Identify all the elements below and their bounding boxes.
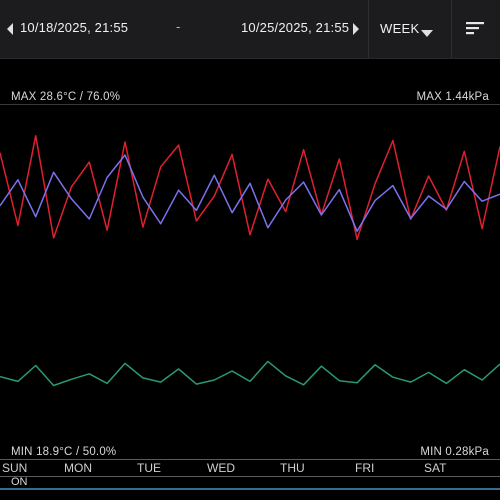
day-label: MON (64, 461, 92, 475)
chevron-left-icon[interactable] (4, 20, 16, 38)
range-separator: - (176, 19, 181, 34)
sensor-chart (0, 135, 500, 387)
series-line-2 (0, 360, 500, 387)
day-label: SUN (2, 461, 28, 475)
day-label: FRI (355, 461, 375, 475)
divider (368, 0, 369, 58)
divider (451, 0, 452, 58)
max-temp-humidity: MAX 28.6°C / 76.0% (11, 91, 121, 103)
on-status-bar (0, 488, 500, 490)
max-vpd: MAX 1.44kPa (416, 91, 489, 103)
end-date[interactable]: 10/25/2025, 21:55 (241, 20, 350, 35)
period-dropdown[interactable]: WEEK (369, 0, 451, 58)
period-label: WEEK (380, 21, 420, 36)
chevron-right-icon[interactable] (350, 20, 362, 38)
series-line-0 (0, 135, 500, 241)
day-label: SAT (424, 461, 447, 475)
caret-down-icon (421, 25, 433, 43)
sort-menu-button[interactable] (452, 0, 500, 58)
min-temp-humidity: MIN 18.9°C / 50.0% (11, 446, 117, 458)
on-status-label: ON (11, 476, 28, 488)
start-date[interactable]: 10/18/2025, 21:55 (20, 20, 129, 35)
sort-menu-icon (465, 20, 485, 41)
day-axis: SUN MON TUE WED THU FRI SAT (0, 459, 500, 477)
day-label: TUE (137, 461, 161, 475)
toolbar: 10/18/2025, 21:55 - 10/25/2025, 21:55 WE… (0, 0, 500, 59)
chart-top-border (0, 104, 500, 105)
device-status-row: ON (0, 476, 500, 488)
day-label: WED (207, 461, 235, 475)
min-vpd: MIN 0.28kPa (420, 446, 489, 458)
series-line-1 (0, 154, 500, 232)
day-label: THU (280, 461, 305, 475)
date-range: 10/18/2025, 21:55 - 10/25/2025, 21:55 (0, 0, 368, 58)
